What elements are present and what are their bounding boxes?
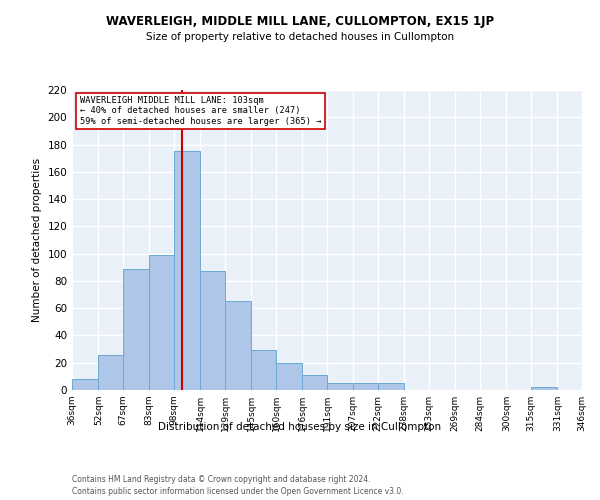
Text: Contains public sector information licensed under the Open Government Licence v3: Contains public sector information licen…: [72, 488, 404, 496]
Bar: [251, 350, 276, 390]
Text: Size of property relative to detached houses in Cullompton: Size of property relative to detached ho…: [146, 32, 454, 42]
Bar: [200, 272, 225, 390]
Bar: [174, 152, 200, 390]
Text: WAVERLEIGH MIDDLE MILL LANE: 103sqm
← 40% of detached houses are smaller (247)
5: WAVERLEIGH MIDDLE MILL LANE: 103sqm ← 40…: [80, 96, 321, 126]
Bar: [98, 354, 123, 390]
Bar: [225, 302, 251, 390]
Bar: [149, 255, 174, 390]
Bar: [327, 383, 353, 390]
Bar: [353, 383, 378, 390]
Text: Distribution of detached houses by size in Cullompton: Distribution of detached houses by size …: [158, 422, 442, 432]
Text: WAVERLEIGH, MIDDLE MILL LANE, CULLOMPTON, EX15 1JP: WAVERLEIGH, MIDDLE MILL LANE, CULLOMPTON…: [106, 15, 494, 28]
Bar: [72, 379, 98, 390]
Bar: [276, 362, 302, 390]
Bar: [531, 388, 557, 390]
Bar: [378, 383, 404, 390]
Bar: [123, 268, 149, 390]
Bar: [302, 375, 327, 390]
Text: Contains HM Land Registry data © Crown copyright and database right 2024.: Contains HM Land Registry data © Crown c…: [72, 475, 371, 484]
Y-axis label: Number of detached properties: Number of detached properties: [32, 158, 42, 322]
